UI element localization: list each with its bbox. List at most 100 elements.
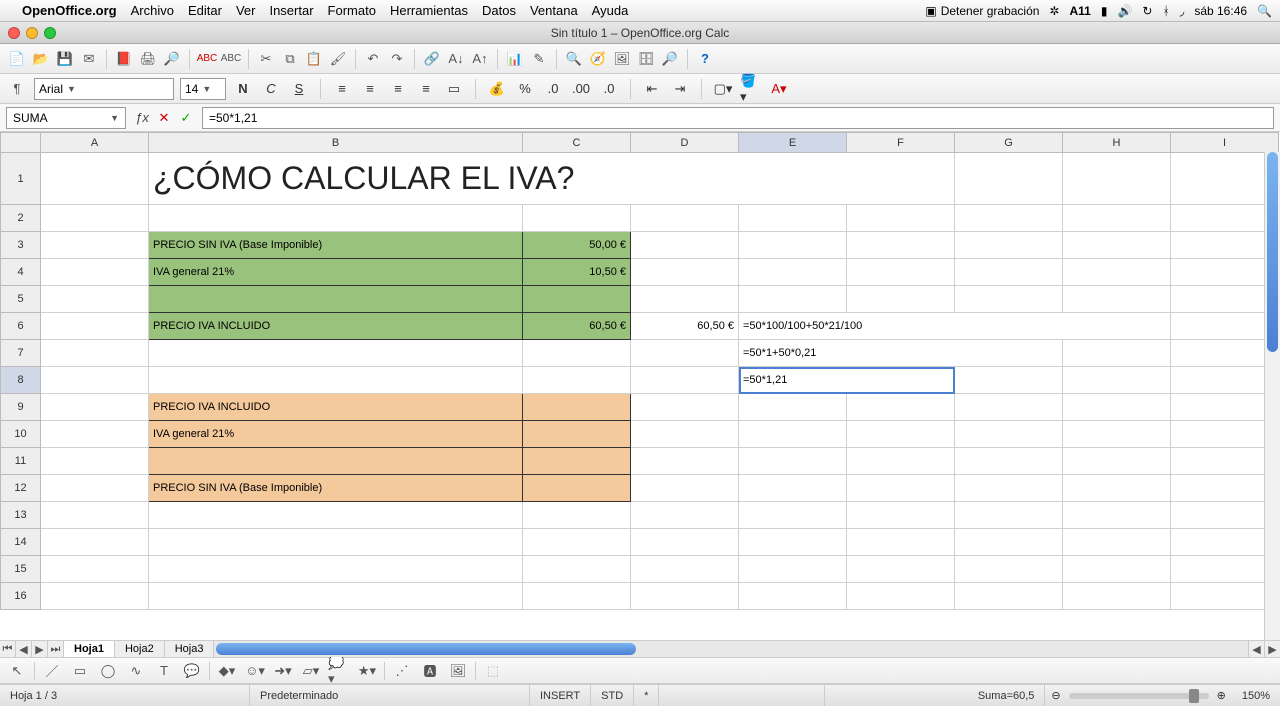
- row-header-16[interactable]: 16: [1, 583, 41, 610]
- minimize-window-button[interactable]: [26, 27, 38, 39]
- redo-icon[interactable]: ↷: [386, 48, 408, 70]
- col-header-I[interactable]: I: [1171, 133, 1279, 153]
- cell-B5[interactable]: [149, 286, 523, 313]
- function-wizard-icon[interactable]: ƒx: [132, 108, 152, 128]
- menu-ver[interactable]: Ver: [236, 3, 256, 18]
- sync-icon[interactable]: ✲: [1049, 4, 1059, 18]
- select-all-corner[interactable]: [1, 133, 41, 153]
- col-header-C[interactable]: C: [523, 133, 631, 153]
- undo-icon[interactable]: ↶: [362, 48, 384, 70]
- cell-E8-editing[interactable]: =50*1,21: [739, 367, 955, 394]
- status-insert[interactable]: INSERT: [530, 685, 591, 706]
- zoom-out-icon[interactable]: ⊖: [1051, 689, 1060, 702]
- status-style[interactable]: Predeterminado: [250, 685, 530, 706]
- cell-B12[interactable]: PRECIO SIN IVA (Base Imponible): [149, 475, 523, 502]
- cell-B6[interactable]: PRECIO IVA INCLUIDO: [149, 313, 523, 340]
- spotlight-icon[interactable]: 🔍: [1257, 4, 1272, 18]
- zoom-value[interactable]: 150%: [1232, 685, 1280, 706]
- record-indicator[interactable]: ▣ Detener grabación: [925, 4, 1039, 18]
- cut-icon[interactable]: ✂: [255, 48, 277, 70]
- row-header-10[interactable]: 10: [1, 421, 41, 448]
- row-header-12[interactable]: 12: [1, 475, 41, 502]
- pdf-icon[interactable]: 📕: [113, 48, 135, 70]
- row-header-8[interactable]: 8: [1, 367, 41, 394]
- row-header-4[interactable]: 4: [1, 259, 41, 286]
- cell-C9[interactable]: [523, 394, 631, 421]
- autospell-icon[interactable]: ABC: [220, 48, 242, 70]
- col-header-E[interactable]: E: [739, 133, 847, 153]
- sort-asc-icon[interactable]: A↓: [445, 48, 467, 70]
- wifi-icon[interactable]: ◞: [1180, 4, 1185, 18]
- cell-C12[interactable]: [523, 475, 631, 502]
- callout-tool-icon[interactable]: 💬: [181, 660, 203, 682]
- cell-C5[interactable]: [523, 286, 631, 313]
- basic-shapes-icon[interactable]: ◆▾: [216, 660, 238, 682]
- bgcolor-icon[interactable]: 🪣▾: [740, 78, 762, 100]
- vertical-scrollbar[interactable]: [1264, 152, 1280, 640]
- col-header-H[interactable]: H: [1063, 133, 1171, 153]
- merge-cells-icon[interactable]: ▭: [443, 78, 465, 100]
- add-decimal-icon[interactable]: .00: [570, 78, 592, 100]
- decrease-indent-icon[interactable]: ⇤: [641, 78, 663, 100]
- ellipse-tool-icon[interactable]: ◯: [97, 660, 119, 682]
- zoom-in-icon[interactable]: ⊕: [1217, 689, 1226, 702]
- formula-input[interactable]: =50*1,21: [202, 107, 1274, 129]
- align-center-icon[interactable]: ≡: [359, 78, 381, 100]
- menu-formato[interactable]: Formato: [328, 3, 376, 18]
- borders-icon[interactable]: ▢▾: [712, 78, 734, 100]
- close-window-button[interactable]: [8, 27, 20, 39]
- timemachine-icon[interactable]: ↻: [1142, 4, 1152, 18]
- menu-archivo[interactable]: Archivo: [131, 3, 174, 18]
- hscroll-right-icon[interactable]: ▶: [1264, 641, 1280, 657]
- cell-D6[interactable]: 60,50 €: [631, 313, 739, 340]
- row-header-2[interactable]: 2: [1, 205, 41, 232]
- row-header-5[interactable]: 5: [1, 286, 41, 313]
- cancel-icon[interactable]: ✕: [154, 108, 174, 128]
- increase-indent-icon[interactable]: ⇥: [669, 78, 691, 100]
- navigator-icon[interactable]: 🧭: [587, 48, 609, 70]
- preview-icon[interactable]: 🔎: [161, 48, 183, 70]
- tab-nav-prev-icon[interactable]: ◀: [16, 641, 32, 657]
- flowchart-icon[interactable]: ▱▾: [300, 660, 322, 682]
- sheet-tab-1[interactable]: Hoja1: [64, 641, 115, 657]
- row-header-6[interactable]: 6: [1, 313, 41, 340]
- line-tool-icon[interactable]: ／: [41, 660, 63, 682]
- find-icon[interactable]: 🔍: [563, 48, 585, 70]
- clock[interactable]: sáb 16:46: [1194, 4, 1247, 18]
- col-header-D[interactable]: D: [631, 133, 739, 153]
- cell-B3[interactable]: PRECIO SIN IVA (Base Imponible): [149, 232, 523, 259]
- print-icon[interactable]: 🖨: [137, 48, 159, 70]
- menu-editar[interactable]: Editar: [188, 3, 222, 18]
- row-header-13[interactable]: 13: [1, 502, 41, 529]
- spreadsheet-grid[interactable]: A B C D E F G H I 1¿CÓMO CALCULAR EL IVA…: [0, 132, 1280, 640]
- underline-button[interactable]: S: [288, 78, 310, 100]
- paste-icon[interactable]: 📋: [303, 48, 325, 70]
- menu-datos[interactable]: Datos: [482, 3, 516, 18]
- sort-desc-icon[interactable]: A↑: [469, 48, 491, 70]
- cell-E6[interactable]: =50*100/100+50*21/100: [739, 313, 1171, 340]
- zoom-icon[interactable]: 🔎: [659, 48, 681, 70]
- zoom-slider[interactable]: [1069, 693, 1209, 699]
- cell-C11[interactable]: [523, 448, 631, 475]
- stars-icon[interactable]: ★▾: [356, 660, 378, 682]
- row-header-9[interactable]: 9: [1, 394, 41, 421]
- row-header-15[interactable]: 15: [1, 556, 41, 583]
- zoom-controls[interactable]: ⊖ ⊕: [1045, 685, 1231, 706]
- sheet-tab-2[interactable]: Hoja2: [115, 641, 165, 657]
- battery-icon[interactable]: ▮: [1101, 4, 1108, 18]
- callouts-icon[interactable]: 💭▾: [328, 660, 350, 682]
- col-header-A[interactable]: A: [41, 133, 149, 153]
- fontwork-icon[interactable]: 🅰: [419, 660, 441, 682]
- cell-B11[interactable]: [149, 448, 523, 475]
- row-header-3[interactable]: 3: [1, 232, 41, 259]
- cell-B9[interactable]: PRECIO IVA INCLUIDO: [149, 394, 523, 421]
- percent-icon[interactable]: %: [514, 78, 536, 100]
- row-header-14[interactable]: 14: [1, 529, 41, 556]
- hscroll-left-icon[interactable]: ◀: [1248, 641, 1264, 657]
- freeform-tool-icon[interactable]: ∿: [125, 660, 147, 682]
- status-std[interactable]: STD: [591, 685, 634, 706]
- align-left-icon[interactable]: ≡: [331, 78, 353, 100]
- align-justify-icon[interactable]: ≡: [415, 78, 437, 100]
- gallery-icon[interactable]: 🖼: [611, 48, 633, 70]
- font-name-combo[interactable]: Arial▼: [34, 78, 174, 100]
